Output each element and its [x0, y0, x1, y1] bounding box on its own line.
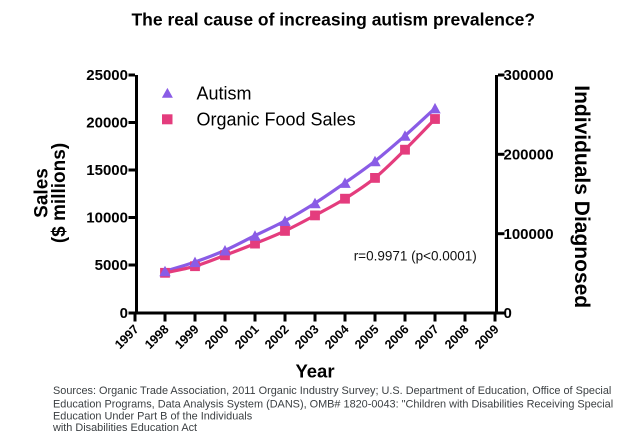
svg-text:Autism: Autism [197, 84, 252, 104]
svg-text:300000: 300000 [504, 67, 554, 84]
svg-text:($ millions): ($ millions) [49, 143, 70, 243]
svg-text:2006: 2006 [382, 322, 412, 352]
svg-text:2004: 2004 [322, 322, 352, 352]
svg-text:1999: 1999 [172, 322, 202, 352]
svg-text:1998: 1998 [142, 322, 172, 352]
svg-text:2001: 2001 [232, 322, 262, 352]
svg-text:2002: 2002 [262, 322, 292, 352]
svg-text:Education Under Part B of the: Education Under Part B of the Individual… [53, 410, 253, 422]
svg-text:2005: 2005 [352, 322, 382, 352]
svg-text:r=0.9971 (p<0.0001): r=0.9971 (p<0.0001) [354, 249, 477, 264]
svg-text:The real cause of increasing a: The real cause of increasing autism prev… [131, 10, 535, 30]
svg-text:Education Programs, Data Analy: Education Programs, Data Analysis System… [53, 399, 613, 411]
svg-text:25000: 25000 [86, 67, 128, 84]
svg-text:5000: 5000 [95, 257, 128, 274]
svg-text:2008: 2008 [442, 322, 472, 352]
svg-text:Sales: Sales [32, 168, 53, 218]
svg-text:100000: 100000 [504, 226, 554, 243]
svg-text:0: 0 [120, 305, 128, 322]
svg-text:20000: 20000 [86, 115, 128, 132]
svg-text:10000: 10000 [86, 210, 128, 227]
svg-text:2000: 2000 [202, 322, 232, 352]
svg-text:Individuals Diagnosed: Individuals Diagnosed [570, 85, 593, 308]
svg-text:200000: 200000 [504, 147, 554, 164]
svg-text:2003: 2003 [292, 322, 322, 352]
svg-text:2009: 2009 [472, 322, 502, 352]
svg-text:Sources: Organic Trade Associa: Sources: Organic Trade Association, 2011… [53, 385, 611, 397]
svg-text:Year: Year [295, 360, 334, 381]
svg-text:2007: 2007 [412, 322, 442, 352]
svg-text:0: 0 [504, 305, 512, 322]
svg-text:Organic Food Sales: Organic Food Sales [197, 110, 356, 130]
svg-text:with Disabilities Education Ac: with Disabilities Education Act [52, 422, 197, 434]
svg-text:1997: 1997 [112, 322, 142, 352]
svg-text:15000: 15000 [86, 162, 128, 179]
